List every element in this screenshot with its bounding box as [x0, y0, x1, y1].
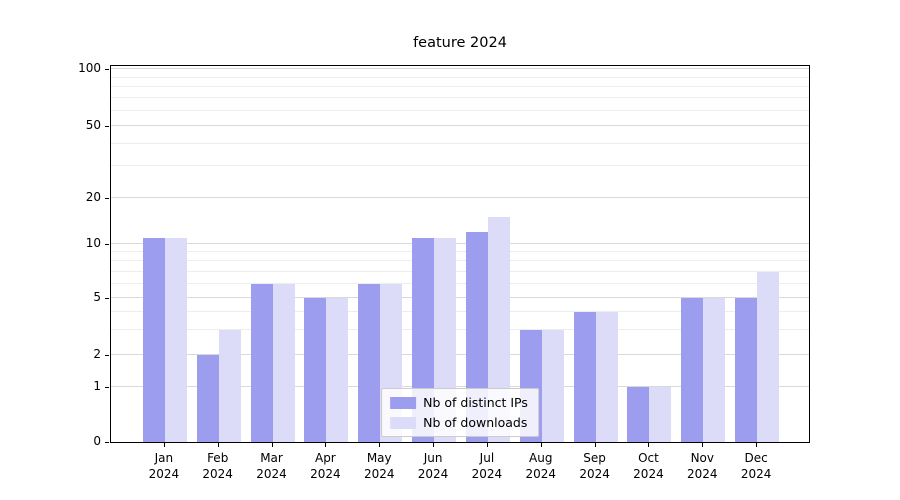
- y-axis-tick: [105, 244, 109, 245]
- x-axis-tick: [433, 443, 435, 447]
- bar-downloads-feb: [218, 329, 241, 442]
- chart-title: feature 2024: [413, 35, 507, 51]
- gridline-major: [111, 297, 809, 298]
- x-axis-tick-label: Apr 2024: [310, 451, 341, 482]
- gridline-major: [111, 197, 809, 198]
- y-axis-tick: [105, 442, 109, 443]
- legend-swatch-distinct-ips: [390, 396, 417, 409]
- legend-label-downloads: Nb of downloads: [423, 415, 528, 430]
- legend-item-distinct-ips: Nb of distinct IPs: [390, 395, 528, 410]
- x-axis-tick-label: Feb 2024: [202, 451, 233, 482]
- gridline-major: [111, 68, 809, 69]
- x-axis-tick: [594, 443, 596, 447]
- y-axis-tick: [105, 298, 109, 299]
- x-axis-tick-label: Oct 2024: [633, 451, 664, 482]
- x-axis-tick: [540, 443, 542, 447]
- x-axis-tick-label: Jan 2024: [148, 451, 180, 482]
- y-axis-tick-label: 2: [93, 347, 101, 361]
- gridline-minor: [111, 282, 809, 284]
- y-axis-tick-label: 10: [85, 236, 101, 250]
- x-axis-tick: [379, 443, 381, 447]
- y-axis-tick-label: 20: [85, 190, 101, 204]
- x-axis-tick-label: Nov 2024: [687, 451, 718, 482]
- x-axis-tick: [217, 443, 219, 447]
- legend-swatch-downloads: [390, 416, 417, 429]
- gridline-minor: [111, 270, 809, 272]
- bar-downloads-dec: [757, 271, 780, 442]
- bar-downloads-apr: [326, 298, 349, 442]
- y-axis-tick: [105, 69, 109, 70]
- y-axis-tick: [105, 355, 109, 356]
- bar-downloads-mar: [272, 283, 295, 442]
- bar-distinct-ips-mar: [250, 283, 273, 442]
- gridline-minor: [111, 328, 809, 330]
- gridline-major: [111, 386, 809, 387]
- y-axis-tick-label: 50: [85, 118, 101, 132]
- y-axis-tick-label: 5: [93, 290, 101, 304]
- gridline-minor: [111, 142, 809, 144]
- x-axis-tick-label: May 2024: [363, 451, 395, 482]
- bar-distinct-ips-feb: [196, 355, 219, 442]
- x-axis-tick-label: Jul 2024: [471, 451, 503, 482]
- bar-distinct-ips-jan: [142, 237, 165, 442]
- legend: Nb of distinct IPs Nb of downloads: [381, 388, 539, 437]
- bar-downloads-oct: [649, 387, 672, 442]
- x-axis-tick: [271, 443, 273, 447]
- x-axis-tick: [486, 443, 488, 447]
- bar-distinct-ips-apr: [304, 298, 327, 442]
- y-axis-tick: [105, 198, 109, 199]
- plot-area: Nb of distinct IPs Nb of downloads: [110, 65, 810, 443]
- gridline-minor: [111, 97, 809, 99]
- legend-item-downloads: Nb of downloads: [390, 415, 528, 430]
- gridline-minor: [111, 251, 809, 253]
- x-axis-tick: [648, 443, 650, 447]
- gridline-major: [111, 354, 809, 355]
- x-axis-tick-label: Sep 2024: [579, 451, 610, 482]
- x-axis-tick: [163, 443, 165, 447]
- y-axis-tick: [105, 126, 109, 127]
- bar-distinct-ips-may: [358, 283, 381, 442]
- bar-downloads-jan: [164, 237, 187, 442]
- gridline-minor: [111, 86, 809, 88]
- gridline-major: [111, 243, 809, 244]
- x-axis-tick-label: Aug 2024: [525, 451, 557, 482]
- gridline-minor: [111, 110, 809, 112]
- gridline-minor: [111, 260, 809, 262]
- gridline-minor: [111, 310, 809, 312]
- gridline-minor: [111, 76, 809, 78]
- bar-distinct-ips-sep: [573, 311, 596, 442]
- bar-downloads-sep: [595, 311, 618, 442]
- y-axis-tick-label: 100: [78, 61, 101, 75]
- bar-downloads-aug: [541, 329, 564, 442]
- gridline-minor: [111, 165, 809, 167]
- y-axis-tick-label: 1: [93, 379, 101, 393]
- bar-downloads-jul: [487, 217, 510, 442]
- x-axis-tick-label: Dec 2024: [740, 451, 772, 482]
- gridline-major: [111, 125, 809, 126]
- x-axis-tick-label: Mar 2024: [256, 451, 287, 482]
- bar-distinct-ips-dec: [735, 298, 758, 442]
- bar-distinct-ips-oct: [627, 387, 650, 442]
- x-axis-tick: [702, 443, 704, 447]
- y-axis-tick-label: 0: [93, 434, 101, 448]
- bar-distinct-ips-nov: [681, 298, 704, 442]
- y-axis-tick: [105, 387, 109, 388]
- x-axis-tick: [756, 443, 758, 447]
- legend-label-distinct-ips: Nb of distinct IPs: [423, 395, 528, 410]
- x-axis-tick: [325, 443, 327, 447]
- x-axis-tick-label: Jun 2024: [417, 451, 449, 482]
- bar-downloads-nov: [703, 298, 726, 442]
